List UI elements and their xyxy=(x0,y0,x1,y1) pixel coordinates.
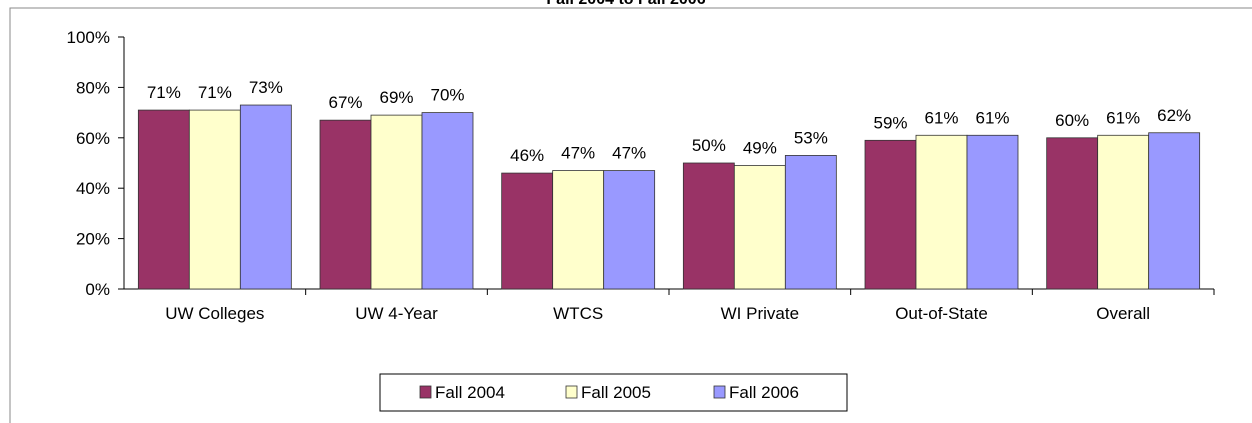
bar xyxy=(319,119,372,290)
x-tick-label: UW Colleges xyxy=(165,304,264,323)
bar xyxy=(552,170,605,290)
x-tick-label: Out-of-State xyxy=(895,304,988,323)
data-label: 53% xyxy=(794,128,828,147)
legend-label: Fall 2006 xyxy=(729,383,799,402)
bar xyxy=(864,139,917,290)
legend xyxy=(379,373,848,412)
y-tick-label: 40% xyxy=(76,179,110,198)
x-tick-label: WTCS xyxy=(553,304,603,323)
data-label: 61% xyxy=(924,108,958,127)
bar xyxy=(1148,132,1201,290)
bar xyxy=(682,162,735,290)
y-tick-label: 80% xyxy=(76,78,110,97)
y-tick-label: 20% xyxy=(76,230,110,249)
legend-label: Fall 2005 xyxy=(581,383,651,402)
x-tick-label: WI Private xyxy=(721,304,799,323)
bar xyxy=(1097,134,1150,290)
legend-swatch xyxy=(419,385,432,399)
bar xyxy=(421,112,474,290)
data-label: 60% xyxy=(1055,111,1089,130)
data-label: 59% xyxy=(873,113,907,132)
data-label: 61% xyxy=(975,108,1009,127)
chart-title: Fall 2004 to Fall 2006 xyxy=(546,0,705,8)
legend-swatch xyxy=(565,385,578,399)
bar xyxy=(784,155,837,290)
legend-label: Fall 2004 xyxy=(435,383,505,402)
bar xyxy=(239,104,292,290)
data-label: 61% xyxy=(1106,108,1140,127)
data-label: 50% xyxy=(692,136,726,155)
data-label: 73% xyxy=(249,78,283,97)
legend-swatch xyxy=(713,385,726,399)
data-label: 67% xyxy=(328,93,362,112)
bar xyxy=(733,165,786,290)
bar xyxy=(915,134,968,290)
data-label: 71% xyxy=(147,83,181,102)
y-tick-label: 0% xyxy=(85,280,110,299)
data-label: 49% xyxy=(743,139,777,158)
bar xyxy=(370,114,423,290)
data-label: 71% xyxy=(198,83,232,102)
data-label: 46% xyxy=(510,146,544,165)
y-tick-label: 100% xyxy=(67,28,110,47)
data-label: 69% xyxy=(379,88,413,107)
bar xyxy=(137,109,190,290)
bar xyxy=(1046,137,1099,290)
y-tick-label: 60% xyxy=(76,129,110,148)
x-tick-label: Overall xyxy=(1096,304,1150,323)
data-label: 47% xyxy=(561,144,595,163)
data-label: 70% xyxy=(430,86,464,105)
x-tick-label: UW 4-Year xyxy=(355,304,438,323)
data-label: 47% xyxy=(612,144,646,163)
data-label: 62% xyxy=(1157,106,1191,125)
bar xyxy=(603,170,656,290)
bar xyxy=(966,134,1019,290)
bar xyxy=(501,172,554,290)
bar xyxy=(188,109,241,290)
